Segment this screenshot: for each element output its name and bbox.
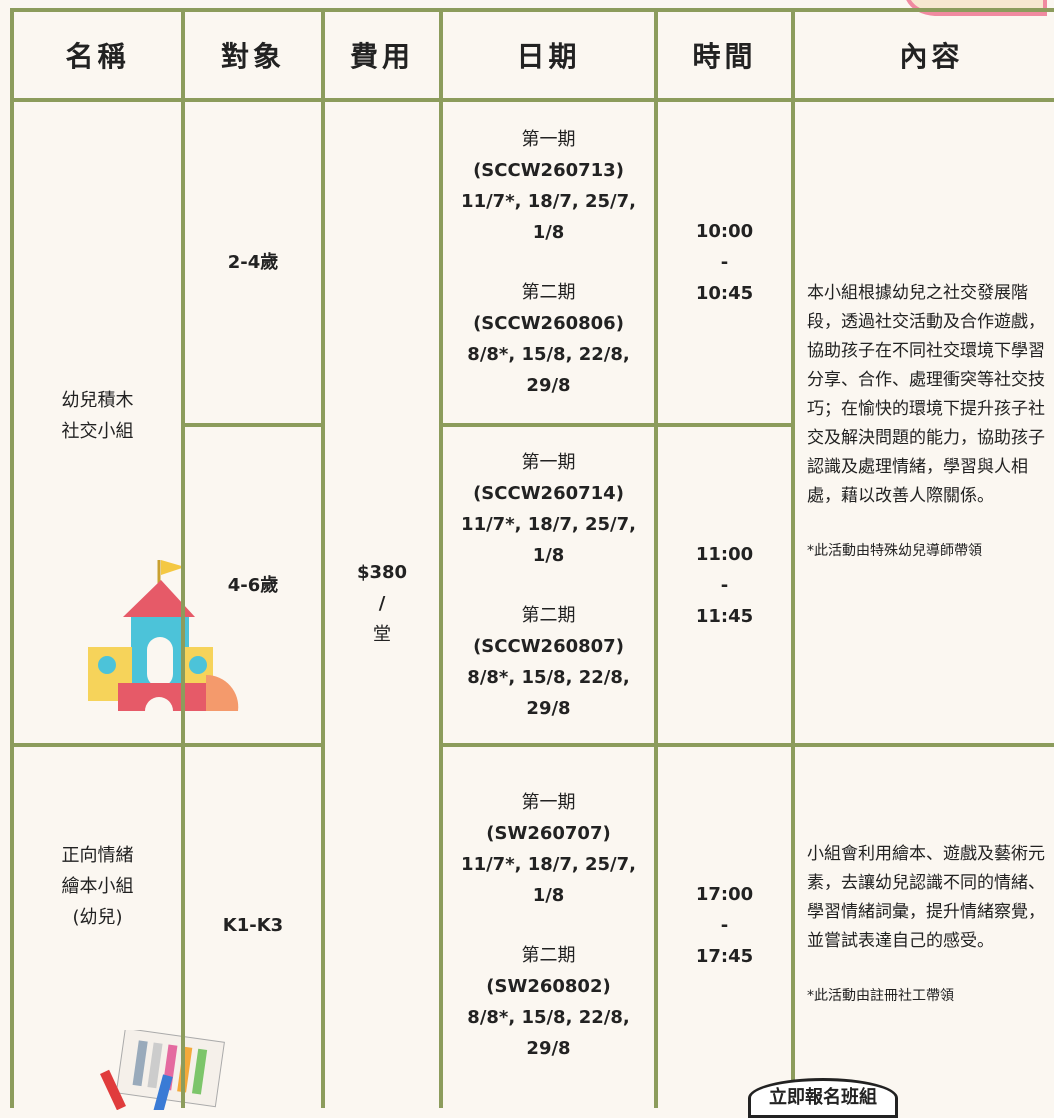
badge-text: 立即報名班組 [769,1087,877,1108]
fee-text: $380 [356,561,408,583]
header-cell: 日期 [441,10,656,100]
date-cell: 第一期 (SCCW260714) 11/7*, 18/7, 25/7, 1/8 第二期… [441,425,656,745]
name-text: (幼兒) [72,907,123,928]
header-cell: 名稱 [12,10,183,100]
target-cell: K1-K3 [183,745,323,1106]
crayons-illustration [100,1030,225,1110]
time-text: 10:45 [695,283,754,304]
grid-line [10,98,1054,102]
period-dates: 8/8*, 15/8, 22/8, 29/8 [467,344,630,396]
target-text: 2-4歲 [227,252,279,273]
time-text: 10:00 [695,221,754,242]
content-text: 小組會利用繪本、遊戲及藝術元素，去讓幼兒認識不同的情緒、學習情緒詞彙，提升情緒察… [807,844,1045,951]
period-code: (SW260707) [486,823,611,844]
header-cell: 時間 [656,10,793,100]
fee-text: 堂 [373,623,391,645]
grid-line [10,743,323,747]
period-dates: 11/7*, 18/7, 25/7, 1/8 [461,191,636,243]
period-code: (SCCW260713) [473,160,624,181]
target-text: K1-K3 [222,915,284,936]
grid-line [439,8,443,1108]
note-text: *此活動由註冊社工帶領 [807,988,954,1004]
grid-line [654,8,658,1108]
note-text: *此活動由特殊幼兒導師帶領 [807,543,982,559]
time-cell: 17:00 - 17:45 [656,745,793,1106]
time-text: - [720,252,729,273]
header-cell: 內容 [793,10,1054,100]
header-text: 費用 [349,40,414,73]
header-text: 時間 [692,40,757,73]
blocks-illustration [88,560,239,711]
time-cell: 10:00 - 10:45 [656,100,793,425]
header-cell: 對象 [183,10,323,100]
period-dates: 8/8*, 15/8, 22/8, 29/8 [467,666,630,719]
time-text: 11:45 [695,605,754,627]
content-text: 本小組根據幼兒之社交發展階段，透過社交活動及合作遊戲，協助孩子在不同社交環境下學… [807,283,1045,506]
badge: 立即報名班組 [748,1078,898,1118]
target-cell: 4-6歲 [183,425,323,745]
period-label: 第一期 [521,129,576,150]
name-text: 幼兒積木 [61,390,134,411]
period-dates: 11/7*, 18/7, 25/7, 1/8 [461,513,636,566]
grid-line [791,8,795,1108]
period-label: 第一期 [521,451,576,473]
period-dates: 8/8*, 15/8, 22/8, 29/8 [467,1007,630,1059]
time-text: - [720,574,729,596]
period-label: 第二期 [521,945,576,966]
header-text: 內容 [899,40,964,73]
period-dates: 11/7*, 18/7, 25/7, 1/8 [461,854,636,906]
date-cell: 第一期 (SCCW260713) 11/7*, 18/7, 25/7, 1/8 第二期… [441,100,656,425]
header-text: 對象 [220,40,285,73]
name-cell: 幼兒積木 社交小組 [12,100,183,745]
period-code: (SCCW260806) [473,313,624,334]
content-cell: 小組會利用繪本、遊戲及藝術元素，去讓幼兒認識不同的情緒、學習情緒詞彙，提升情緒察… [793,745,1054,1106]
name-text: 繪本小組 [61,876,134,897]
grid-line [10,8,14,1108]
name-text: 社交小組 [61,421,134,442]
header-cell: 費用 [323,10,441,100]
time-text: - [720,915,729,936]
name-cell: 正向情緒繪本小組 (幼兒) [12,745,183,1106]
grid-line [441,743,1054,747]
content-cell: 本小組根據幼兒之社交發展階段，透過社交活動及合作遊戲，協助孩子在不同社交環境下學… [793,100,1054,745]
target-text: 4-6歲 [227,574,279,596]
grid-line [441,423,793,427]
fee-cell: $380 / 堂 [323,100,441,1106]
grid-line [321,8,325,1108]
time-cell: 11:00 - 11:45 [656,425,793,745]
period-code: (SW260802) [486,976,611,997]
header-text: 日期 [516,40,581,73]
date-cell: 第一期 (SW260707) 11/7*, 18/7, 25/7, 1/8 第二期 (S… [441,745,656,1106]
period-code: (SCCW260807) [473,635,624,657]
time-text: 17:00 [695,884,754,905]
period-label: 第二期 [521,282,576,303]
name-text: 正向情緒 [61,845,134,866]
grid-line [183,423,323,427]
period-label: 第一期 [521,792,576,813]
time-text: 11:00 [695,543,754,565]
grid-line [10,8,1054,12]
grid-line [181,8,185,1108]
header-text: 名稱 [65,40,130,73]
fee-text: / [378,592,386,614]
period-label: 第二期 [521,604,576,626]
time-text: 17:45 [695,946,754,967]
target-cell: 2-4歲 [183,100,323,425]
period-code: (SCCW260714) [473,482,624,504]
